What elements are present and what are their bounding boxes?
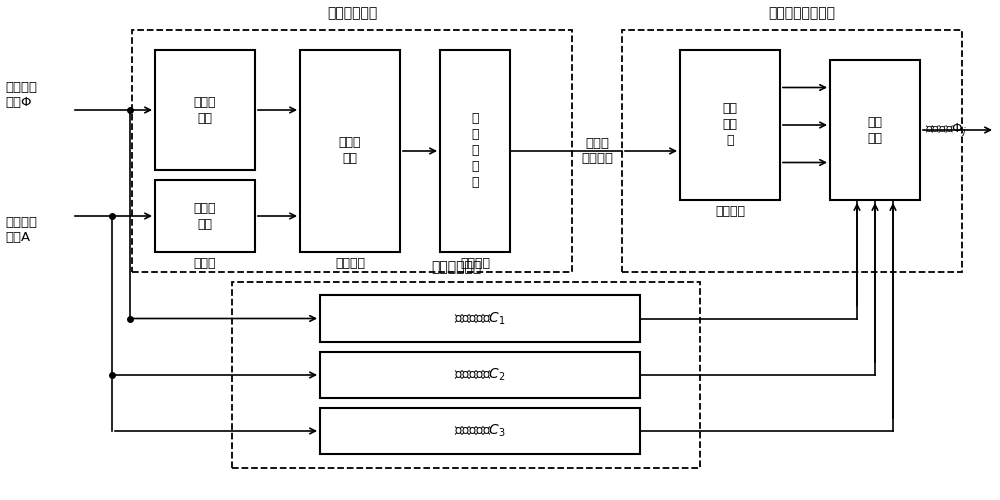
Text: 模糊规
则表: 模糊规 则表 — [339, 136, 361, 166]
Text: 隶
属
度
函
数: 隶 属 度 函 数 — [471, 112, 479, 190]
Text: 喷气流量Φ$_j$: 喷气流量Φ$_j$ — [925, 122, 967, 138]
Text: 隶属
度函
数: 隶属 度函 数 — [722, 102, 738, 148]
Text: 模糊化: 模糊化 — [194, 257, 216, 270]
Bar — [232, 282, 700, 468]
Text: 隶属度
函数: 隶属度 函数 — [194, 202, 216, 230]
Text: 融合权重: 融合权重 — [715, 205, 745, 218]
Bar — [830, 60, 920, 200]
Text: 隶属度
函数: 隶属度 函数 — [194, 96, 216, 124]
Text: 基本控制器组: 基本控制器组 — [431, 260, 481, 274]
Text: 基本控制器$C_2$: 基本控制器$C_2$ — [454, 367, 506, 383]
Text: 控制器
选择倾向: 控制器 选择倾向 — [581, 137, 613, 165]
Text: 模糊推理: 模糊推理 — [335, 257, 365, 270]
Bar — [300, 50, 400, 252]
Bar — [155, 50, 255, 170]
Text: 反模糊化: 反模糊化 — [460, 257, 490, 270]
Text: 基本控制器$C_1$: 基本控制器$C_1$ — [454, 310, 506, 326]
Bar — [320, 408, 640, 454]
Text: 控制信号融合模块: 控制信号融合模块 — [768, 6, 836, 20]
Text: 一阶模态
幅值A: 一阶模态 幅值A — [5, 216, 37, 244]
Bar — [622, 30, 962, 272]
Bar — [132, 30, 572, 272]
Text: 平均流量
系数Φ: 平均流量 系数Φ — [5, 81, 37, 109]
Bar — [320, 295, 640, 342]
Bar — [155, 180, 255, 252]
Text: 基本控制器$C_3$: 基本控制器$C_3$ — [454, 423, 506, 439]
Bar — [440, 50, 510, 252]
Text: 加权
融合: 加权 融合 — [868, 116, 883, 144]
Bar — [680, 50, 780, 200]
Bar — [320, 352, 640, 398]
Text: 模糊切换模块: 模糊切换模块 — [327, 6, 377, 20]
